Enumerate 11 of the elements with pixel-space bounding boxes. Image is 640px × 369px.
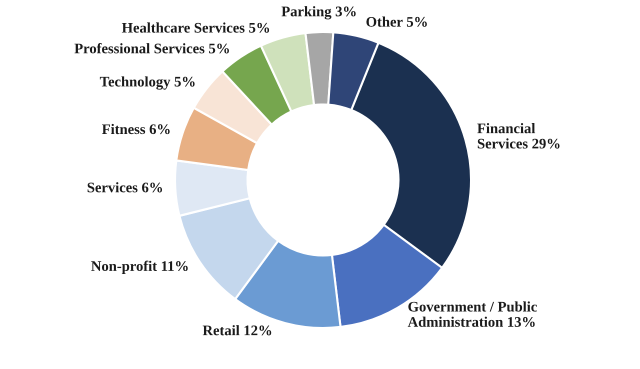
slice-label: Parking 3% [282, 6, 356, 20]
slice-label: Fitness 6% [102, 124, 170, 134]
slice-label: Non-profit 11% [91, 260, 188, 274]
slice-label: Financial Services 29% [477, 123, 560, 149]
slice-label: Professional Services 5% [74, 43, 229, 54]
slice-label: Technology 5% [100, 76, 195, 90]
slice-label: Healthcare Services 5% [122, 22, 270, 33]
slice-label: Other 5% [366, 16, 427, 27]
slice-label: Services 6% [88, 182, 162, 192]
slice-label: Retail 12% [202, 325, 272, 336]
slice-label: Government / Public Administration 13% [408, 301, 537, 327]
